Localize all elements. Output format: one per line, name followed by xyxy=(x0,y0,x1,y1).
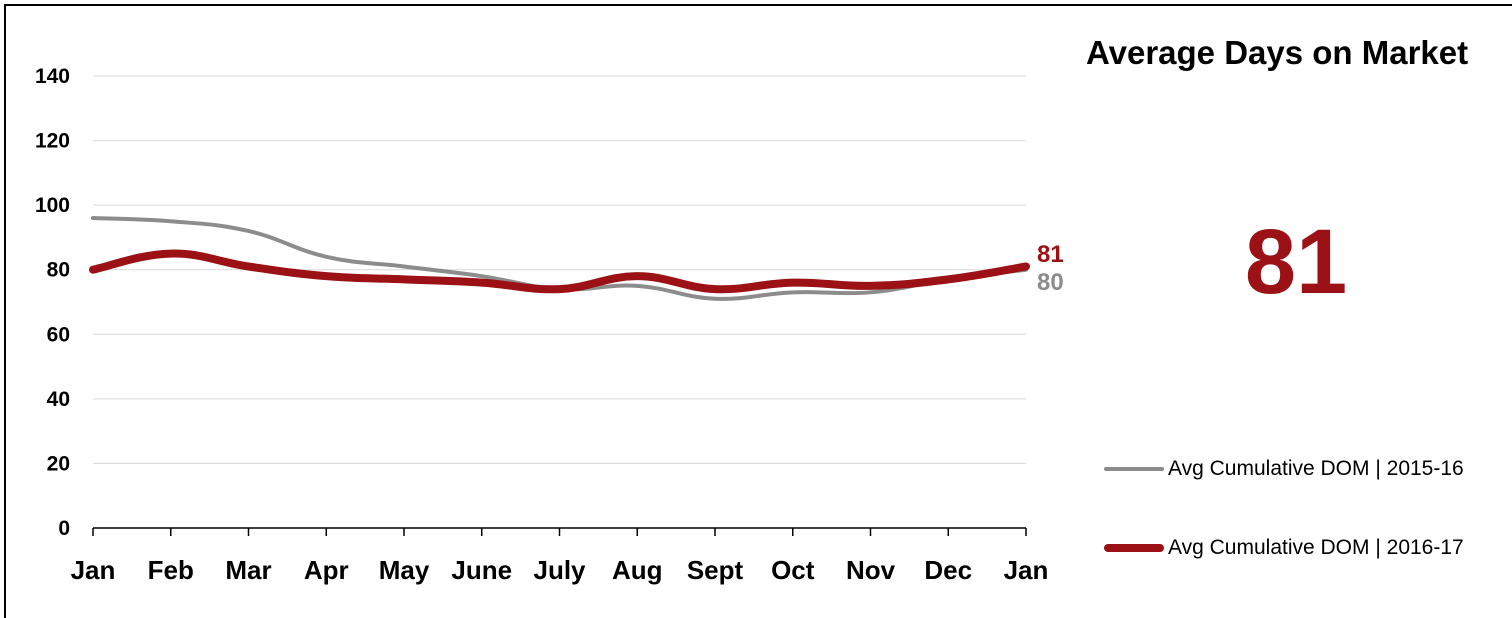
y-tick-label: 140 xyxy=(35,65,70,88)
x-tick-label: Sept xyxy=(687,555,744,585)
series-line-2016-17 xyxy=(89,249,1030,294)
legend-label-2016-17: Avg Cumulative DOM | 2016-17 xyxy=(1168,536,1464,559)
series-lines xyxy=(89,216,1030,301)
y-tick-label: 40 xyxy=(47,388,70,411)
end-label-2016-17: 81 xyxy=(1037,241,1064,268)
x-tick-label: Apr xyxy=(304,555,349,585)
end-label-2015-16: 80 xyxy=(1037,269,1064,296)
legend-item-2016-17: Avg Cumulative DOM | 2016-17 xyxy=(1104,533,1464,563)
x-tick-label: Dec xyxy=(924,555,972,585)
y-axis-ticks: 0 20 40 60 80 100 120 140 xyxy=(35,65,70,540)
chart-title: Average Days on Market xyxy=(1086,34,1469,71)
x-axis: Jan Feb Mar Apr May June July Aug Sept Oct Nov Dec J… xyxy=(71,527,1049,585)
x-tick-label: Aug xyxy=(612,555,663,585)
current-value-display: 81 xyxy=(1244,211,1348,313)
x-tick-label: June xyxy=(451,555,512,585)
x-tick-label: Oct xyxy=(771,555,815,585)
y-tick-label: 120 xyxy=(35,130,70,153)
legend-swatch-2015-16 xyxy=(1104,467,1164,471)
legend-label-2015-16: Avg Cumulative DOM | 2015-16 xyxy=(1168,457,1464,480)
chart-frame xyxy=(4,4,1512,618)
y-tick-label: 60 xyxy=(47,323,70,346)
x-tick-label: Feb xyxy=(148,555,194,585)
gridlines xyxy=(93,75,1026,464)
y-tick-label: 100 xyxy=(35,194,70,217)
x-tick-label: May xyxy=(379,555,430,585)
x-tick-label: Jan xyxy=(71,555,116,585)
x-tick-label: July xyxy=(533,555,586,585)
legend-swatch-2016-17 xyxy=(1104,544,1164,552)
y-tick-label: 20 xyxy=(47,452,70,475)
x-tick-label: Jan xyxy=(1004,555,1049,585)
x-tick-label: Nov xyxy=(846,555,896,585)
legend-item-2015-16: Avg Cumulative DOM | 2015-16 xyxy=(1104,454,1464,484)
y-tick-label: 0 xyxy=(58,517,70,540)
x-tick-label: Mar xyxy=(225,555,271,585)
y-tick-label: 80 xyxy=(47,259,70,282)
